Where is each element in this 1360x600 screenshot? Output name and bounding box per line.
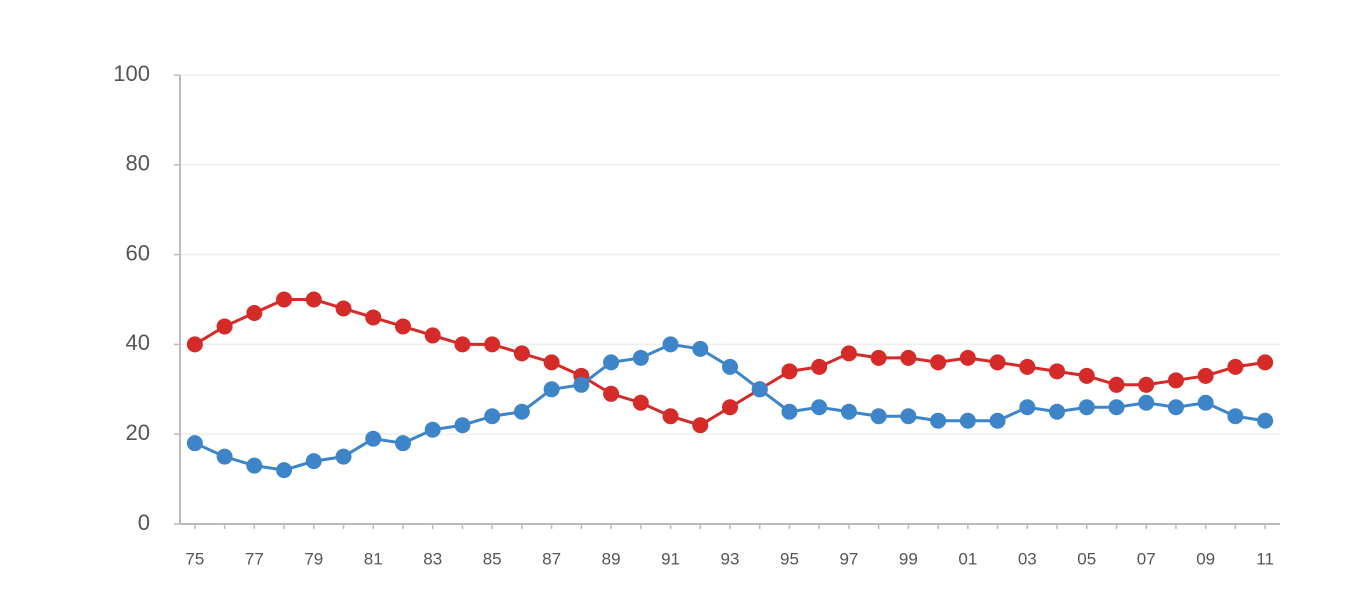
x-tick-label: 91 <box>661 549 680 568</box>
point <box>840 403 857 420</box>
point <box>216 318 233 335</box>
point <box>900 349 917 366</box>
point <box>1167 399 1184 416</box>
point <box>603 354 620 371</box>
point <box>543 354 560 371</box>
point <box>186 336 203 353</box>
x-tick-label: 01 <box>958 549 977 568</box>
point <box>900 408 917 425</box>
point <box>870 349 887 366</box>
point <box>662 408 679 425</box>
point <box>394 435 411 452</box>
point <box>365 430 382 447</box>
point <box>662 336 679 353</box>
x-tick-label: 07 <box>1137 549 1156 568</box>
x-tick-label: 85 <box>483 549 502 568</box>
point <box>692 340 709 357</box>
point <box>989 354 1006 371</box>
point <box>781 363 798 380</box>
y-tick-label: 0 <box>138 510 150 535</box>
point <box>781 403 798 420</box>
point <box>811 399 828 416</box>
point <box>1227 358 1244 375</box>
x-tick-label: 81 <box>364 549 383 568</box>
point <box>394 318 411 335</box>
point <box>1197 367 1214 384</box>
point <box>216 448 233 465</box>
point <box>454 336 471 353</box>
point <box>1138 376 1155 393</box>
x-tick-label: 03 <box>1018 549 1037 568</box>
point <box>454 417 471 434</box>
x-tick-label: 77 <box>245 549 264 568</box>
point <box>1019 399 1036 416</box>
y-tick-label: 60 <box>126 240 150 265</box>
point <box>1167 372 1184 389</box>
point <box>335 448 352 465</box>
point <box>1078 367 1095 384</box>
point <box>1049 403 1066 420</box>
point <box>632 349 649 366</box>
point <box>811 358 828 375</box>
point <box>1078 399 1095 416</box>
point <box>692 417 709 434</box>
point <box>424 421 441 438</box>
point <box>484 336 501 353</box>
x-tick-label: 97 <box>839 549 858 568</box>
point <box>1257 412 1274 429</box>
point <box>603 385 620 402</box>
point <box>246 457 263 474</box>
y-tick-label: 80 <box>126 151 150 176</box>
point <box>840 345 857 362</box>
y-tick-label: 100 <box>113 61 150 86</box>
point <box>276 462 293 479</box>
point <box>543 381 560 398</box>
point <box>276 291 293 308</box>
point <box>870 408 887 425</box>
point <box>513 403 530 420</box>
x-tick-label: 95 <box>780 549 799 568</box>
point <box>1197 394 1214 411</box>
x-tick-label: 09 <box>1196 549 1215 568</box>
point <box>1108 376 1125 393</box>
point <box>424 327 441 344</box>
point <box>959 412 976 429</box>
point <box>305 291 322 308</box>
x-tick-label: 05 <box>1077 549 1096 568</box>
point <box>513 345 530 362</box>
x-tick-label: 89 <box>602 549 621 568</box>
point <box>1108 399 1125 416</box>
point <box>1227 408 1244 425</box>
y-tick-label: 40 <box>126 330 150 355</box>
point <box>1257 354 1274 371</box>
point <box>335 300 352 317</box>
point <box>930 412 947 429</box>
point <box>930 354 947 371</box>
point <box>305 453 322 470</box>
point <box>1138 394 1155 411</box>
point <box>365 309 382 326</box>
x-tick-label: 99 <box>899 549 918 568</box>
y-tick-label: 20 <box>126 420 150 445</box>
point <box>1049 363 1066 380</box>
x-tick-label: 11 <box>1256 549 1274 568</box>
point <box>751 381 768 398</box>
point <box>246 304 263 321</box>
x-tick-label: 75 <box>185 549 204 568</box>
x-tick-label: 93 <box>721 549 740 568</box>
x-tick-label: 83 <box>423 549 442 568</box>
point <box>959 349 976 366</box>
point <box>186 435 203 452</box>
point <box>484 408 501 425</box>
point <box>1019 358 1036 375</box>
x-tick-label: 87 <box>542 549 561 568</box>
point <box>573 376 590 393</box>
point <box>989 412 1006 429</box>
point <box>722 399 738 416</box>
point <box>632 394 649 411</box>
x-tick-label: 79 <box>304 549 323 568</box>
point <box>722 358 738 375</box>
